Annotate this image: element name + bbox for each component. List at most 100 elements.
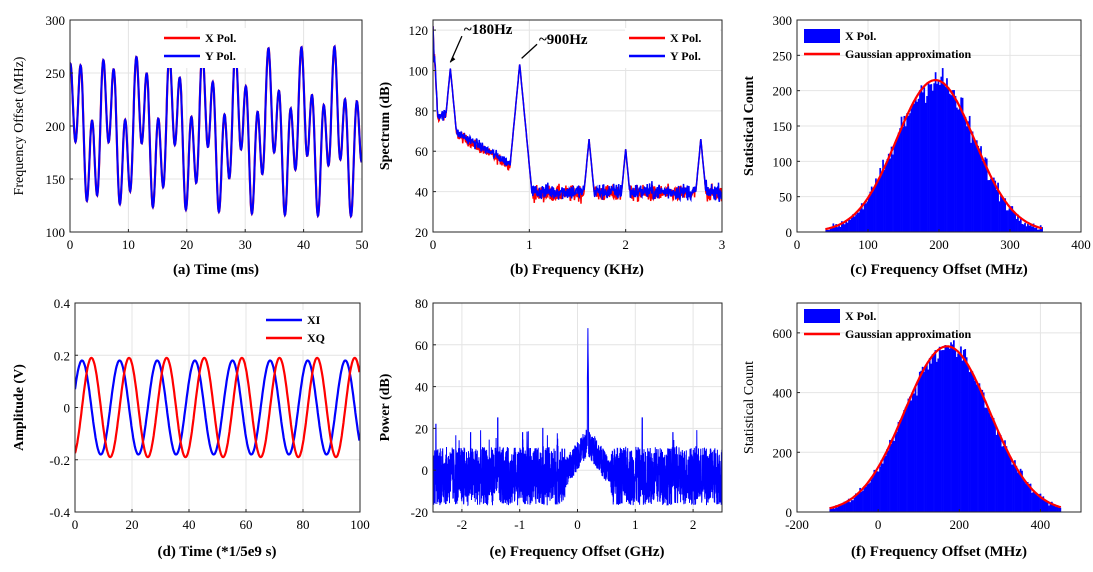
histogram-bar bbox=[972, 374, 975, 512]
y-tick-label: 150 bbox=[773, 119, 793, 134]
panel-caption: (c) Frequency Offset (MHz) bbox=[850, 262, 1028, 278]
histogram-bar bbox=[1050, 501, 1053, 512]
histogram-bar bbox=[934, 72, 937, 232]
x-axis-label: Frequency Offset (MHz) bbox=[871, 262, 1028, 278]
histogram-bar bbox=[956, 107, 958, 232]
histogram-bar bbox=[886, 449, 888, 512]
histogram-bar bbox=[904, 126, 907, 232]
histogram-bar bbox=[1031, 226, 1034, 232]
histogram-bar bbox=[894, 140, 897, 232]
axes-box bbox=[432, 19, 723, 233]
y-tick-label: 0 bbox=[64, 401, 71, 416]
histogram-bar bbox=[855, 214, 857, 232]
histogram-bar bbox=[897, 132, 900, 232]
x-tick-label: 100 bbox=[350, 517, 370, 532]
x-tick-label: 1 bbox=[632, 517, 639, 532]
histogram-bar bbox=[1014, 213, 1016, 232]
histogram-bar bbox=[921, 366, 924, 512]
x-tick-label: 10 bbox=[122, 237, 135, 252]
legend-swatch bbox=[804, 309, 840, 323]
histogram-bar bbox=[849, 502, 852, 512]
histogram-bar bbox=[967, 365, 969, 512]
histogram-bar bbox=[879, 167, 882, 232]
histogram-bar bbox=[910, 108, 913, 232]
series-line-spectrum bbox=[433, 328, 722, 507]
histogram-bar bbox=[965, 357, 968, 512]
histogram-bar bbox=[998, 432, 1001, 512]
histogram-bar bbox=[947, 87, 950, 232]
histogram-bar bbox=[850, 500, 853, 512]
histogram-bar bbox=[960, 97, 963, 232]
histogram-bar bbox=[885, 163, 887, 232]
histogram-bar bbox=[1034, 228, 1036, 232]
y-tick-label: 0 bbox=[786, 505, 793, 520]
histogram-bar bbox=[1017, 214, 1019, 232]
histogram-bar bbox=[835, 505, 837, 512]
legend-entry: X Pol. bbox=[670, 31, 701, 45]
histogram-bar bbox=[863, 203, 866, 232]
histogram-bar bbox=[829, 507, 832, 512]
histogram-bar bbox=[872, 189, 874, 232]
histogram-bar bbox=[957, 109, 960, 232]
histogram-bar bbox=[988, 180, 991, 232]
histogram-bar bbox=[1009, 456, 1012, 512]
histogram-bar bbox=[995, 434, 998, 512]
histogram-bar bbox=[929, 84, 931, 232]
histogram-bar bbox=[1001, 446, 1003, 512]
histogram-bar bbox=[977, 145, 980, 232]
histogram-bar bbox=[1015, 465, 1018, 512]
series-line-y-pol bbox=[70, 44, 362, 219]
histogram-bar bbox=[960, 346, 962, 512]
histogram-bar bbox=[874, 471, 877, 512]
histogram-bar bbox=[939, 85, 941, 232]
x-axis-label: Frequency Offset (MHz) bbox=[870, 544, 1027, 560]
histogram-bar bbox=[1001, 196, 1004, 232]
histogram-bar bbox=[981, 389, 984, 512]
histogram-bar bbox=[943, 350, 945, 512]
histogram-bar bbox=[1043, 500, 1046, 512]
y-axis-label: Power (dB) bbox=[378, 373, 393, 441]
histogram-bar bbox=[913, 103, 916, 232]
histogram-bar bbox=[873, 469, 876, 512]
histogram-bar bbox=[845, 501, 847, 512]
data-layer bbox=[825, 68, 1043, 232]
y-tick-label: 100 bbox=[46, 225, 66, 240]
x-tick-label: -200 bbox=[785, 517, 809, 532]
histogram-bar bbox=[978, 148, 981, 232]
y-axis-label: Statistical Count bbox=[742, 76, 757, 176]
y-tick-label: 300 bbox=[773, 13, 793, 28]
histogram-bar bbox=[1033, 492, 1036, 512]
y-tick-label: 50 bbox=[779, 190, 792, 205]
data-layer bbox=[829, 340, 1062, 512]
histogram-bar bbox=[886, 159, 889, 232]
histogram-bar bbox=[907, 398, 910, 512]
x-tick-label: 300 bbox=[1000, 237, 1020, 252]
histogram-bar bbox=[883, 455, 886, 512]
histogram-bar bbox=[893, 441, 896, 512]
histogram-bar bbox=[859, 487, 861, 512]
histogram-bar bbox=[1000, 195, 1002, 232]
y-tick-label: 250 bbox=[46, 66, 66, 81]
histogram-bar bbox=[1038, 494, 1040, 512]
histogram-bar bbox=[944, 86, 947, 232]
x-tick-label: 1 bbox=[526, 237, 533, 252]
histogram-bar bbox=[961, 360, 964, 512]
histogram-bar bbox=[882, 159, 884, 232]
y-tick-label: 200 bbox=[773, 445, 793, 460]
histogram-bar bbox=[990, 178, 992, 232]
histogram-bar bbox=[889, 158, 892, 232]
x-tick-label: 20 bbox=[126, 517, 139, 532]
histogram-bar bbox=[953, 90, 955, 232]
histogram-bar bbox=[1014, 460, 1016, 512]
panel-caption: (f) Frequency Offset (MHz) bbox=[851, 544, 1027, 560]
x-tick-label: 200 bbox=[950, 517, 970, 532]
histogram-bar bbox=[1045, 500, 1048, 512]
histogram-bar bbox=[987, 180, 989, 232]
legend-entry: Gaussian approximation bbox=[845, 47, 971, 61]
histogram-bar bbox=[918, 371, 921, 512]
histogram-bar bbox=[832, 507, 835, 512]
histogram-bar bbox=[909, 113, 911, 232]
histogram-bar bbox=[1026, 482, 1029, 512]
panel-caption: (e) Frequency Offset (GHz) bbox=[489, 544, 664, 560]
y-tick-label: 250 bbox=[773, 48, 793, 63]
